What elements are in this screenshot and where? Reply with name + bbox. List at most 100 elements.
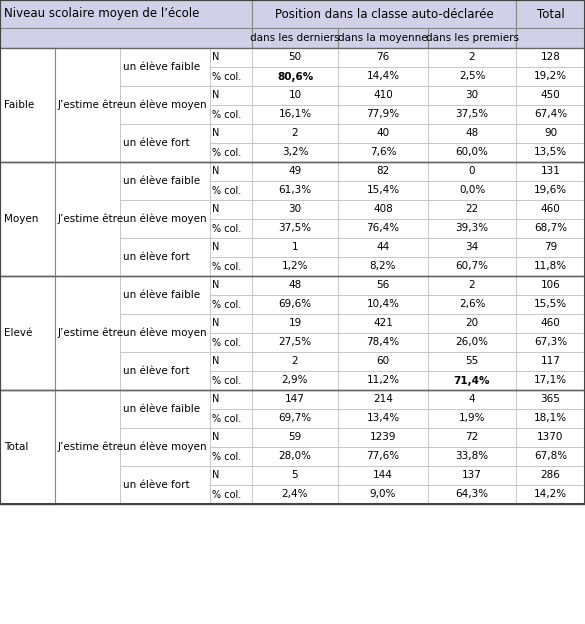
Text: N: N — [212, 243, 219, 253]
Bar — [428, 409, 516, 428]
Bar — [252, 447, 338, 466]
Text: 2,9%: 2,9% — [282, 376, 308, 386]
Text: 2: 2 — [469, 52, 475, 62]
Bar — [252, 48, 338, 67]
Text: 37,5%: 37,5% — [456, 109, 488, 120]
Bar — [428, 447, 516, 466]
Text: 48: 48 — [288, 281, 302, 291]
Bar — [252, 238, 338, 257]
Text: 2: 2 — [469, 281, 475, 291]
Bar — [338, 390, 428, 409]
Bar — [252, 181, 338, 200]
Text: 68,7%: 68,7% — [534, 223, 567, 233]
Bar — [516, 466, 585, 485]
Bar — [338, 466, 428, 485]
Text: 82: 82 — [376, 167, 390, 177]
Bar — [338, 485, 428, 504]
Text: 20: 20 — [466, 318, 479, 328]
Text: N: N — [212, 129, 219, 139]
Text: 76: 76 — [376, 52, 390, 62]
Text: 48: 48 — [466, 129, 479, 139]
Bar — [120, 238, 210, 276]
Bar — [210, 447, 252, 466]
Text: 128: 128 — [541, 52, 560, 62]
Bar — [516, 276, 585, 295]
Bar — [210, 295, 252, 314]
Text: N: N — [212, 52, 219, 62]
Text: Position dans la classe auto-déclarée: Position dans la classe auto-déclarée — [274, 7, 493, 21]
Text: 16,1%: 16,1% — [278, 109, 312, 120]
Text: Niveau scolaire moyen de l’école: Niveau scolaire moyen de l’école — [4, 7, 199, 21]
Bar — [516, 352, 585, 371]
Text: 18,1%: 18,1% — [534, 414, 567, 424]
Bar — [252, 67, 338, 86]
Text: 450: 450 — [541, 90, 560, 100]
Bar — [55, 48, 120, 162]
Bar — [210, 390, 252, 409]
Text: 59: 59 — [288, 432, 302, 442]
Bar — [516, 181, 585, 200]
Bar — [428, 352, 516, 371]
Text: 77,9%: 77,9% — [366, 109, 400, 120]
Bar — [516, 314, 585, 333]
Bar — [516, 390, 585, 409]
Text: 30: 30 — [466, 90, 479, 100]
Text: 2,5%: 2,5% — [459, 72, 485, 82]
Bar — [516, 485, 585, 504]
Text: N: N — [212, 432, 219, 442]
Bar — [120, 314, 210, 352]
Text: J’estime être: J’estime être — [58, 328, 124, 338]
Text: 49: 49 — [288, 167, 302, 177]
Text: % col.: % col. — [212, 261, 241, 271]
Bar — [210, 409, 252, 428]
Bar — [428, 28, 516, 48]
Bar — [428, 428, 516, 447]
Bar — [0, 162, 55, 276]
Bar — [210, 466, 252, 485]
Bar — [120, 86, 210, 124]
Bar — [428, 333, 516, 352]
Text: 19,6%: 19,6% — [534, 185, 567, 195]
Text: 2,6%: 2,6% — [459, 300, 485, 310]
Text: N: N — [212, 281, 219, 291]
Text: 2: 2 — [292, 356, 298, 366]
Bar — [0, 28, 252, 48]
Text: 9,0%: 9,0% — [370, 489, 396, 499]
Text: 365: 365 — [541, 394, 560, 404]
Text: % col.: % col. — [212, 109, 241, 120]
Text: 3,2%: 3,2% — [282, 147, 308, 157]
Bar — [252, 352, 338, 371]
Bar — [516, 219, 585, 238]
Bar — [120, 124, 210, 162]
Bar — [210, 124, 252, 143]
Text: un élève faible: un élève faible — [123, 176, 200, 186]
Bar — [338, 48, 428, 67]
Bar — [55, 390, 120, 504]
Text: 13,4%: 13,4% — [366, 414, 400, 424]
Text: 286: 286 — [541, 470, 560, 480]
Text: Moyen: Moyen — [4, 214, 39, 224]
Bar — [338, 257, 428, 276]
Text: 71,4%: 71,4% — [454, 376, 490, 386]
Text: % col.: % col. — [212, 376, 241, 386]
Text: 2,4%: 2,4% — [282, 489, 308, 499]
Text: 60: 60 — [376, 356, 390, 366]
Bar — [338, 447, 428, 466]
Text: 44: 44 — [376, 243, 390, 253]
Bar — [252, 143, 338, 162]
Bar — [210, 371, 252, 390]
Text: 30: 30 — [288, 205, 301, 215]
Bar — [428, 371, 516, 390]
Text: 55: 55 — [466, 356, 479, 366]
Bar — [428, 181, 516, 200]
Text: % col.: % col. — [212, 147, 241, 157]
Text: 8,2%: 8,2% — [370, 261, 396, 271]
Text: N: N — [212, 356, 219, 366]
Text: 19: 19 — [288, 318, 302, 328]
Text: 69,7%: 69,7% — [278, 414, 312, 424]
Text: 460: 460 — [541, 318, 560, 328]
Bar — [516, 143, 585, 162]
Text: un élève moyen: un élève moyen — [123, 328, 207, 338]
Bar — [0, 276, 55, 390]
Bar — [338, 371, 428, 390]
